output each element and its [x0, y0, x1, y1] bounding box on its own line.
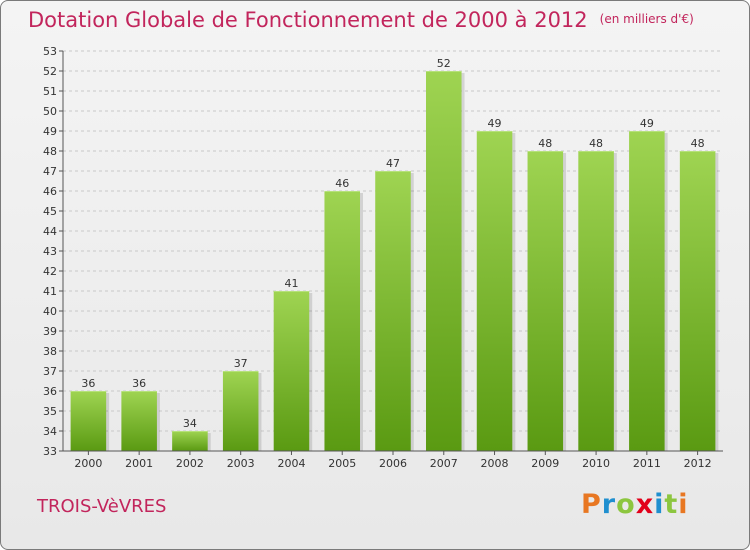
bar [527, 151, 564, 451]
bar [578, 151, 614, 451]
data-label: 48 [691, 137, 705, 150]
logo-letter: P [581, 489, 602, 520]
bar [172, 431, 208, 451]
data-label: 49 [640, 117, 654, 130]
y-tick-label: 51 [43, 85, 57, 98]
y-tick-label: 48 [43, 145, 57, 158]
x-tick-label: 2003 [227, 457, 255, 470]
data-label: 36 [132, 377, 146, 390]
logo-letter: x [635, 489, 655, 520]
x-tick-label: 2006 [379, 457, 407, 470]
y-tick-label: 50 [43, 105, 57, 118]
bar [426, 71, 462, 451]
x-tick-label: 2005 [328, 457, 356, 470]
y-tick-label: 52 [43, 65, 57, 78]
bar [476, 131, 513, 451]
y-tick-label: 39 [43, 325, 57, 338]
y-tick-label: 42 [43, 265, 57, 278]
x-tick-label: 2002 [176, 457, 204, 470]
logo-letter: i [654, 489, 665, 520]
y-tick-label: 41 [43, 285, 57, 298]
bar [70, 391, 107, 451]
logo-letter: r [601, 489, 617, 520]
y-tick-label: 45 [43, 205, 57, 218]
y-tick-label: 53 [43, 45, 57, 58]
x-tick-label: 2007 [430, 457, 458, 470]
y-tick-label: 33 [43, 445, 57, 458]
data-label: 48 [538, 137, 552, 150]
y-tick-label: 37 [43, 365, 57, 378]
y-tick-label: 49 [43, 125, 57, 138]
bar [121, 391, 157, 451]
x-tick-label: 2010 [582, 457, 610, 470]
y-tick-label: 40 [43, 305, 57, 318]
commune-name: TROIS-VèVRES [37, 496, 167, 517]
x-tick-label: 2008 [481, 457, 509, 470]
data-label: 49 [488, 117, 502, 130]
chart-unit: (en milliers d'€) [599, 12, 694, 26]
x-tick-label: 2001 [125, 457, 153, 470]
logo-letter: t [664, 489, 679, 520]
bar [679, 151, 716, 451]
y-tick-label: 38 [43, 345, 57, 358]
y-tick-label: 34 [43, 425, 57, 438]
y-tick-label: 43 [43, 245, 57, 258]
x-tick-label: 2004 [277, 457, 305, 470]
y-tick-label: 36 [43, 385, 57, 398]
data-label: 41 [284, 277, 298, 290]
bar [375, 171, 411, 451]
data-label: 46 [335, 177, 349, 190]
chart-title-text: Dotation Globale de Fonctionnement de 20… [28, 8, 588, 32]
data-label: 36 [81, 377, 95, 390]
x-tick-label: 2012 [684, 457, 712, 470]
proxiti-logo[interactable]: Proxiti [581, 489, 689, 520]
bar [629, 131, 665, 451]
bar [273, 291, 310, 451]
data-label: 48 [589, 137, 603, 150]
data-label: 47 [386, 157, 400, 170]
data-label: 52 [437, 57, 451, 70]
y-tick-label: 44 [43, 225, 57, 238]
bar [324, 191, 360, 451]
data-label: 34 [183, 417, 197, 430]
logo-letter: i [678, 489, 689, 520]
chart-title: Dotation Globale de Fonctionnement de 20… [28, 8, 694, 32]
data-label: 37 [234, 357, 248, 370]
x-tick-label: 2009 [531, 457, 559, 470]
bar [222, 371, 259, 451]
y-tick-label: 47 [43, 165, 57, 178]
x-tick-label: 2011 [633, 457, 661, 470]
logo-letter: o [616, 489, 636, 520]
y-tick-label: 35 [43, 405, 57, 418]
x-tick-label: 2000 [74, 457, 102, 470]
y-tick-label: 46 [43, 185, 57, 198]
